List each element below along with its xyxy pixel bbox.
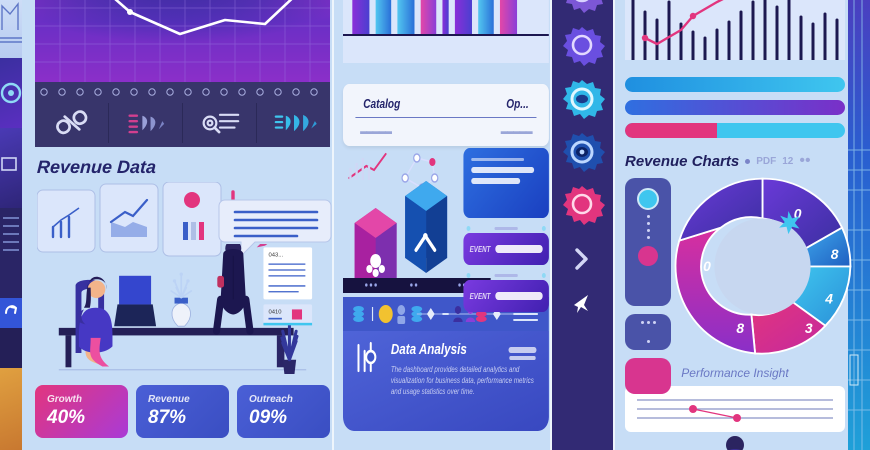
svg-text:043...: 043...	[268, 253, 283, 259]
svg-text:3: 3	[805, 320, 813, 336]
svg-text:4: 4	[824, 291, 833, 307]
svg-text:0: 0	[703, 258, 711, 274]
svg-text:0410: 0410	[268, 310, 282, 316]
svg-text:8: 8	[736, 320, 744, 336]
svg-text:8: 8	[831, 246, 839, 262]
